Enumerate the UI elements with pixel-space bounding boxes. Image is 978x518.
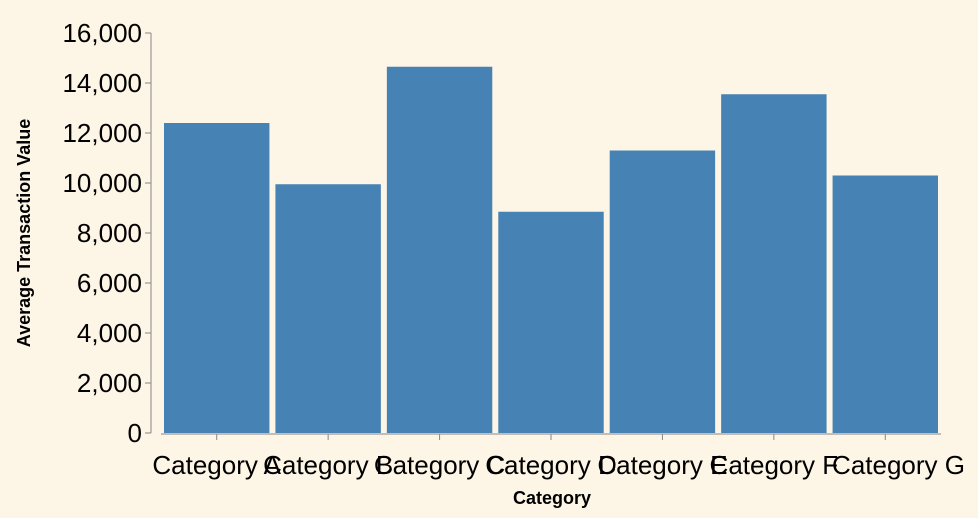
y-axis: 0 2,000 4,000 6,000 8,000 10,000 12,000 14,000 1…	[62, 18, 152, 448]
bar-category-g	[832, 175, 938, 433]
y-tick-label: 4,000	[77, 318, 142, 348]
y-tick-label: 14,000	[62, 68, 142, 98]
x-tick-label: Category F	[710, 450, 839, 480]
y-tick-label: 12,000	[62, 118, 142, 148]
bar-category-a	[164, 123, 270, 433]
x-tick-label: Category E	[597, 450, 727, 480]
y-tick-label: 6,000	[77, 268, 142, 298]
y-tick-label: 16,000	[62, 18, 142, 48]
bar-category-b	[275, 184, 381, 433]
bar-category-f	[721, 94, 827, 433]
y-tick-label: 0	[128, 418, 142, 448]
x-tick-label: Category B	[263, 450, 393, 480]
x-tick-label: Category G	[832, 450, 965, 480]
x-axis-title: Category	[513, 488, 591, 508]
x-tick-label: Category C	[374, 450, 506, 480]
y-tick-label: 8,000	[77, 218, 142, 248]
bar-category-d	[498, 211, 604, 433]
bars-group	[164, 66, 938, 433]
bar-category-c	[386, 66, 493, 433]
x-tick-label: Category A	[152, 450, 281, 480]
y-tick-label: 2,000	[77, 368, 142, 398]
y-axis-title: Average Transaction Value	[14, 119, 34, 347]
y-tick-label: 10,000	[62, 168, 142, 198]
bar-category-e	[609, 150, 716, 433]
x-tick-label: Category D	[485, 450, 617, 480]
